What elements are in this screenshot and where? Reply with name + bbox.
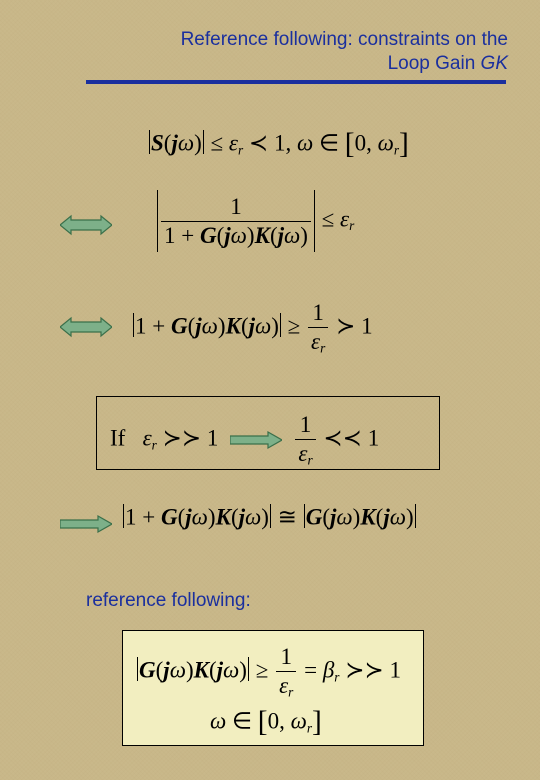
title-line1: Reference following: constraints on the <box>181 29 508 50</box>
equation-approx: 1 + G(jω)K(jω) ≅ G(jω)K(jω) <box>122 504 417 531</box>
equation-omega-range: ω ∈ [0, ωr] <box>210 706 322 739</box>
title-gk: GK <box>481 53 508 74</box>
iff-arrow-icon <box>60 214 112 236</box>
implies-arrow-icon <box>230 430 282 450</box>
title-line2a: Loop Gain <box>388 53 481 74</box>
equation-gk-lower-bound: G(jω)K(jω) ≥ 1εr = βr ≻≻ 1 <box>136 644 401 701</box>
implies-arrow-icon <box>60 514 112 534</box>
reference-following-label: reference following: <box>86 590 251 612</box>
equation-fraction-bound: 1 1 + G(jω)K(jω) ≤ εr <box>156 190 354 252</box>
equation-oneplus-gk-bound: 1 + G(jω)K(jω) ≥ 1εr ≻ 1 <box>132 300 373 357</box>
title-underline <box>86 80 506 84</box>
iff-arrow-icon <box>60 316 112 338</box>
slide-title: Reference following: constraints on the … <box>181 28 508 76</box>
equation-sensitivity-bound: S(jω) ≤ εr ≺ 1, ω ∈ [0, ωr] <box>148 128 409 161</box>
equation-if-condition: If εr ≻≻ 1 1εr ≺≺ 1 <box>110 412 379 469</box>
